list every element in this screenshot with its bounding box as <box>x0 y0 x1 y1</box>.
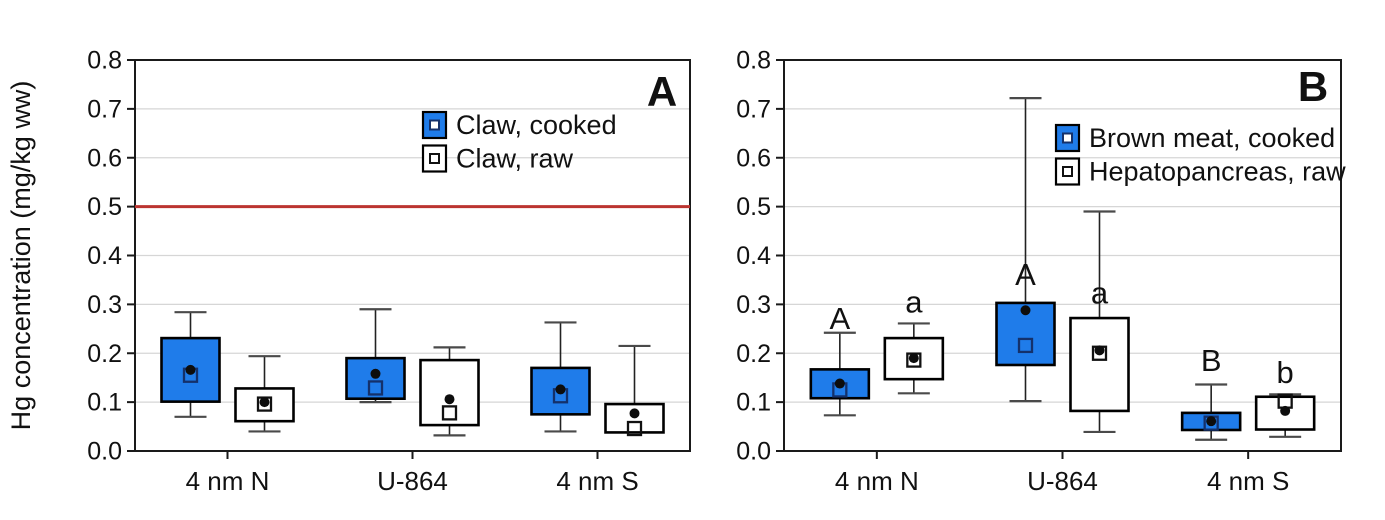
legend-label: Brown meat, cooked <box>1089 123 1335 153</box>
median-square-marker <box>1017 337 1034 354</box>
x-category-label: 4 nm S <box>556 466 638 496</box>
legend-label: Hepatopancreas, raw <box>1089 157 1346 187</box>
mean-dot-marker <box>1280 405 1291 416</box>
legend-swatch-marker <box>429 153 440 164</box>
y-tick-label: 0.8 <box>87 47 122 75</box>
significance-letter: b <box>1277 355 1294 390</box>
legend-swatch-marker <box>429 119 440 131</box>
y-tick-label: 0.2 <box>87 340 122 368</box>
legend-label: Claw, raw <box>456 144 574 174</box>
y-tick-label: 0.3 <box>736 291 771 319</box>
legend-item: Claw, cooked <box>421 110 617 140</box>
box-hepatopancreas-raw-4-nm-s: b <box>1254 355 1316 438</box>
box-brown-meat-cooked-4-nm-n: A <box>809 301 871 417</box>
x-category-label: 4 nm N <box>835 466 919 496</box>
box-hepatopancreas-raw-u-864: a <box>1069 210 1130 434</box>
legend-swatch-marker <box>1062 166 1073 177</box>
significance-letter: a <box>1091 276 1109 311</box>
significance-letter: A <box>829 301 850 336</box>
mean-dot-marker <box>370 368 381 379</box>
y-tick-label: 0.4 <box>736 242 771 270</box>
box-claw-raw-u-864 <box>419 346 480 437</box>
y-tick-label: 0.2 <box>736 340 771 368</box>
y-tick-label: 0.4 <box>87 242 122 270</box>
y-tick-label: 0.6 <box>736 144 771 172</box>
significance-letter: A <box>1015 257 1036 292</box>
mean-dot-marker <box>1206 416 1217 427</box>
x-category-label: 4 nm N <box>186 466 270 496</box>
significance-letter: a <box>905 284 923 319</box>
y-tick-label: 0.0 <box>736 438 771 466</box>
box-rect <box>419 358 480 427</box>
x-category-label: U-864 <box>1027 466 1098 496</box>
box-brown-meat-cooked-4-nm-s: B <box>1180 343 1242 441</box>
y-tick-label: 0.6 <box>87 144 122 172</box>
median-square-marker <box>441 405 458 421</box>
x-category-label: U-864 <box>377 466 448 496</box>
panel-letter: B <box>1298 63 1328 110</box>
mean-dot-marker <box>629 408 640 419</box>
box-claw-cooked-4-nm-n <box>160 311 221 418</box>
median-square-marker <box>367 380 384 396</box>
significance-letter: B <box>1201 343 1222 378</box>
legend-item: Hepatopancreas, raw <box>1054 157 1346 187</box>
y-axis-title: Hg concentration (mg/kg ww) <box>6 81 36 431</box>
x-category-label: 4 nm S <box>1207 466 1289 496</box>
mean-dot-marker <box>555 384 566 395</box>
y-tick-label: 0.3 <box>87 291 122 319</box>
box-claw-cooked-u-864 <box>345 308 406 404</box>
box-claw-raw-4-nm-n <box>234 355 295 433</box>
y-tick-label: 0.1 <box>87 389 122 417</box>
mean-dot-marker <box>444 394 455 405</box>
y-tick-label: 0.8 <box>736 47 771 75</box>
panel-A: 0.0 0.1 0.2 0.3 0.4 0.5 0.6 0.7 0.8 4 nm N U-864 4 … <box>6 47 691 496</box>
box-claw-cooked-4-nm-s <box>530 321 591 433</box>
y-tick-label: 0.7 <box>736 95 771 123</box>
legend-item: Brown meat, cooked <box>1054 123 1335 153</box>
mean-dot-marker <box>908 353 919 364</box>
y-tick-label: 0.7 <box>87 95 122 123</box>
y-tick-label: 0.5 <box>736 193 771 221</box>
mean-dot-marker <box>834 378 845 389</box>
panel-B: 0.0 0.1 0.2 0.3 0.4 0.5 0.6 0.7 0.8 4 nm N U-864 4 … <box>736 47 1346 497</box>
mean-dot-marker <box>1094 345 1105 356</box>
box-hepatopancreas-raw-4-nm-n: a <box>883 284 945 395</box>
median-square-marker <box>626 420 643 437</box>
legend-swatch-marker <box>1062 132 1073 144</box>
panel-letter: A <box>647 68 677 115</box>
box-rect <box>809 368 871 400</box>
legend-label: Claw, cooked <box>456 110 617 140</box>
y-tick-label: 0.0 <box>87 438 122 466</box>
box-brown-meat-cooked-u-864: A <box>995 97 1056 403</box>
box-rect <box>1069 316 1130 413</box>
mean-dot-marker <box>1020 305 1031 316</box>
mean-dot-marker <box>259 397 270 408</box>
box-claw-raw-4-nm-s <box>604 344 665 437</box>
y-tick-label: 0.5 <box>87 193 122 221</box>
mean-dot-marker <box>185 364 196 375</box>
legend-item: Claw, raw <box>421 144 574 174</box>
y-tick-label: 0.1 <box>736 389 771 417</box>
